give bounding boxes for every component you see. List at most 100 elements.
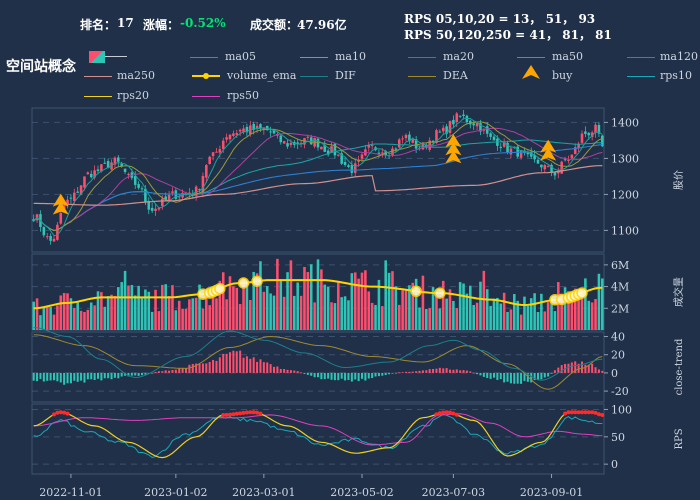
candle-body [441,127,445,132]
candle-body [269,131,272,133]
volume-bar [66,293,69,330]
macd-histogram-bar [465,370,468,373]
volume-bar [249,299,252,330]
volume-bar [39,315,42,330]
volume-bar [221,272,225,330]
volume-bar [235,287,239,330]
candle-body [232,133,235,136]
volume-axis-title: 成交量 [672,277,685,307]
volume-bar [533,293,536,330]
rps-strong-marker [444,410,449,415]
rps-strong-marker [573,410,578,415]
legend-rps20-line [84,96,112,97]
candle-body [458,115,462,117]
volume-bar [299,295,303,330]
macd-histogram-bar [313,372,316,378]
volume-bar [150,311,154,330]
volume-bar [120,282,123,330]
volume-bar [590,302,594,330]
rps-strong-marker [596,412,601,417]
candle-body [69,197,73,199]
macd-histogram-bar [310,372,313,376]
volume-bar [597,273,601,330]
rps-strong-marker [228,412,232,417]
macd-histogram-bar [574,361,577,373]
candle-body [144,188,147,202]
volume-bar [167,296,171,330]
candle-body [103,162,107,164]
candle-body [208,156,211,165]
macd-histogram-bar [445,368,448,373]
rps-strong-marker [451,411,456,416]
candle-body [205,165,208,178]
candle-body [408,134,411,142]
buy-signal-marker [52,201,69,215]
volume-bar [188,299,191,330]
volume-bar [211,295,215,330]
volume-bar [343,296,347,330]
volume-bar [496,297,499,330]
macd-histogram-bar [249,358,252,373]
rps-panel [33,410,605,459]
macd-histogram-bar [239,350,242,373]
macd-histogram-bar [259,359,262,373]
macd-histogram-bar [381,372,384,376]
volume-bar [448,289,452,330]
legend-rps50-label: rps50 [227,89,259,102]
candle-body [489,133,492,137]
macd-histogram-bar [36,372,39,382]
volume-bar [100,292,103,330]
volume-tick-label: 6M [611,259,629,272]
volume-bar [452,300,455,330]
legend-rps10-label: rps10 [660,69,692,82]
candle-body [567,159,570,161]
macd-histogram-bar [357,372,360,382]
legend-rps50-line [192,96,220,97]
candle-body [66,199,69,204]
volume-bar [313,302,316,330]
macd-histogram-bar [279,368,282,373]
candle-body [411,138,415,143]
change-label: 涨幅： [143,18,180,32]
candle-body [140,188,144,190]
volume-bar [519,314,523,330]
candle-body [601,135,604,147]
volume-bar [174,310,178,330]
volume-bar [364,270,367,330]
macd-histogram-bar [567,363,570,373]
macd-histogram-bar [59,372,62,383]
rps-strong-marker [563,411,568,416]
candle-body [106,161,110,168]
candle-body [201,175,205,193]
macd-histogram-bar [137,372,140,376]
volume-bar [123,270,127,330]
volume-bar [110,294,113,330]
volume-bar [584,278,587,330]
candle-body [438,131,442,133]
volume-bar [279,279,283,330]
volume-bar [347,300,350,330]
candle-body [120,163,123,167]
candle-body [282,141,286,144]
macd-histogram-bar [69,372,72,384]
macd-histogram-bar [384,372,387,376]
legend-ma10-line [300,57,328,58]
macd-histogram-bar [401,372,404,373]
macd-histogram-bar [388,372,391,375]
volume-bar [69,298,73,330]
volume-bar [370,302,374,330]
candle-body [188,192,191,194]
volume-bar [62,292,66,330]
macd-histogram-bar [374,372,377,377]
candle-body [218,149,222,153]
volume-bar [550,296,553,330]
legend-ma20-line [408,57,436,58]
legend-dif-line [300,76,328,77]
volume-bar [536,311,540,330]
macd-histogram-bar [39,372,42,379]
volume-bar [106,296,110,330]
volume-bar [540,293,543,330]
candle-body [100,164,103,172]
dif-line [33,327,603,381]
rps-strong-marker [576,410,581,415]
